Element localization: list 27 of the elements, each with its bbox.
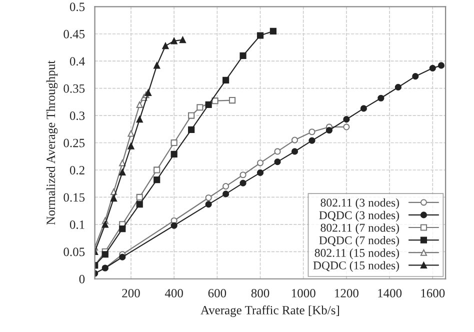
x-tick-label: 200: [122, 288, 140, 298]
x-tick-label: 1400: [378, 288, 402, 298]
y-tick-label: 0.15: [64, 193, 85, 202]
x-tick-label: 800: [251, 288, 270, 298]
legend-label: 802.11 (15 nodes): [314, 248, 399, 260]
y-tick-label: 0: [79, 274, 85, 284]
y-tick-label: 0.5: [70, 2, 85, 12]
legend-label: DQDC (15 nodes): [313, 261, 399, 272]
y-tick-label: 0.3: [70, 112, 85, 120]
x-tick-label: 1600: [421, 288, 445, 298]
x-tick-label: 1000: [292, 288, 316, 298]
x-tick-label: 400: [164, 288, 183, 298]
legend-label: 802.11 (7 nodes): [320, 223, 399, 234]
legend-label: 802.11 (3 nodes): [320, 198, 399, 210]
x-tick-label: 600: [208, 288, 226, 298]
legend-label: DQDC (3 nodes): [319, 210, 399, 222]
x-tick-label: 1200: [335, 288, 358, 298]
y-tick-label: 0.35: [64, 84, 85, 93]
y-tick-label: 0.1: [70, 220, 84, 229]
y-tick-label: 0.2: [70, 166, 84, 174]
x-axis-title: Average Traffic Rate [Kb/s]: [200, 305, 339, 317]
y-tick-label: 0.25: [64, 138, 85, 148]
y-tick-label: 0.05: [64, 248, 85, 256]
y-tick-label: 0.45: [64, 30, 85, 38]
legend-label: DQDC (7 nodes): [319, 236, 399, 247]
y-axis-title: Normalized Average Throughput: [46, 60, 58, 225]
y-tick-label: 0.4: [70, 57, 85, 66]
